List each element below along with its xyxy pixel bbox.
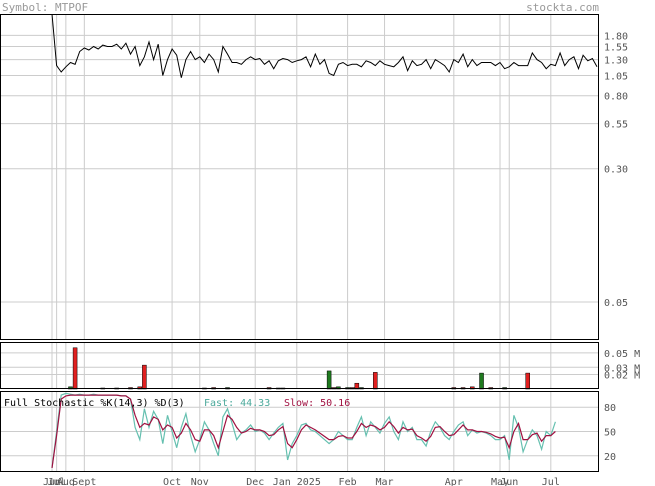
stochastic-tick-label: 50 [604, 428, 616, 439]
month-tick-label: Jun [43, 477, 61, 486]
volume-tick-label: 0.03 M [604, 363, 640, 374]
price-tick-label: 1.55 [604, 43, 628, 54]
stochastic-tick-label: 80 [604, 403, 616, 414]
volume-panel [52, 347, 597, 390]
month-tick-label: Jan 2025 [273, 477, 321, 486]
price-tick-label: 1.80 [604, 31, 628, 42]
volume-frame [0, 342, 599, 389]
month-tick-label: Jun [500, 477, 518, 486]
price-panel [51, 13, 598, 78]
month-tick-label: Dec [246, 477, 264, 486]
month-tick-label: Jul [542, 477, 560, 486]
volume-bar [525, 372, 530, 390]
volume-tick-label: 0.05 M [604, 349, 640, 360]
month-tick-label: Nov [191, 477, 209, 486]
month-tick-label: May [491, 477, 509, 486]
stochastic-panel [51, 392, 556, 468]
stochastic-tick-label: 20 [604, 452, 616, 463]
symbol-label: Symbol: MTPOF [2, 1, 88, 14]
volume-bar [479, 372, 484, 390]
price-tick-label: 0.30 [604, 165, 628, 176]
price-tick-label: 0.55 [604, 120, 628, 131]
stochastic-title: Full Stochastic %K(14,3) %D(3) [4, 398, 185, 409]
slow-d-line [51, 394, 556, 468]
volume-bar [373, 372, 378, 390]
price-tick-label: 1.05 [604, 72, 628, 83]
price-frame [0, 14, 599, 340]
volume-bar [326, 370, 332, 390]
slow-value-label: Slow: 50.16 [284, 398, 350, 409]
stochastic-frame [0, 391, 599, 472]
month-tick-label: Sept [72, 477, 96, 486]
price-tick-label: 0.80 [604, 92, 628, 103]
price-tick-label: 0.05 [604, 298, 628, 309]
fast-value-label: Fast: 44.33 [204, 398, 270, 409]
volume-bar [142, 364, 147, 390]
volume-bar [72, 347, 78, 390]
price-tick-label: 1.30 [604, 56, 628, 67]
price-line [51, 13, 598, 78]
site-name[interactable]: stockta.com [526, 1, 599, 14]
month-tick-label: Jul [48, 477, 66, 486]
month-tick-label: Oct [163, 477, 181, 486]
month-tick-label: Aug [57, 477, 75, 486]
fast-k-line [51, 392, 556, 468]
month-tick-label: Apr [445, 477, 463, 486]
month-tick-label: Feb [339, 477, 357, 486]
month-tick-label: Mar [376, 477, 394, 486]
volume-tick-label: 0.02 M [604, 371, 640, 382]
panel-frames [0, 14, 599, 472]
